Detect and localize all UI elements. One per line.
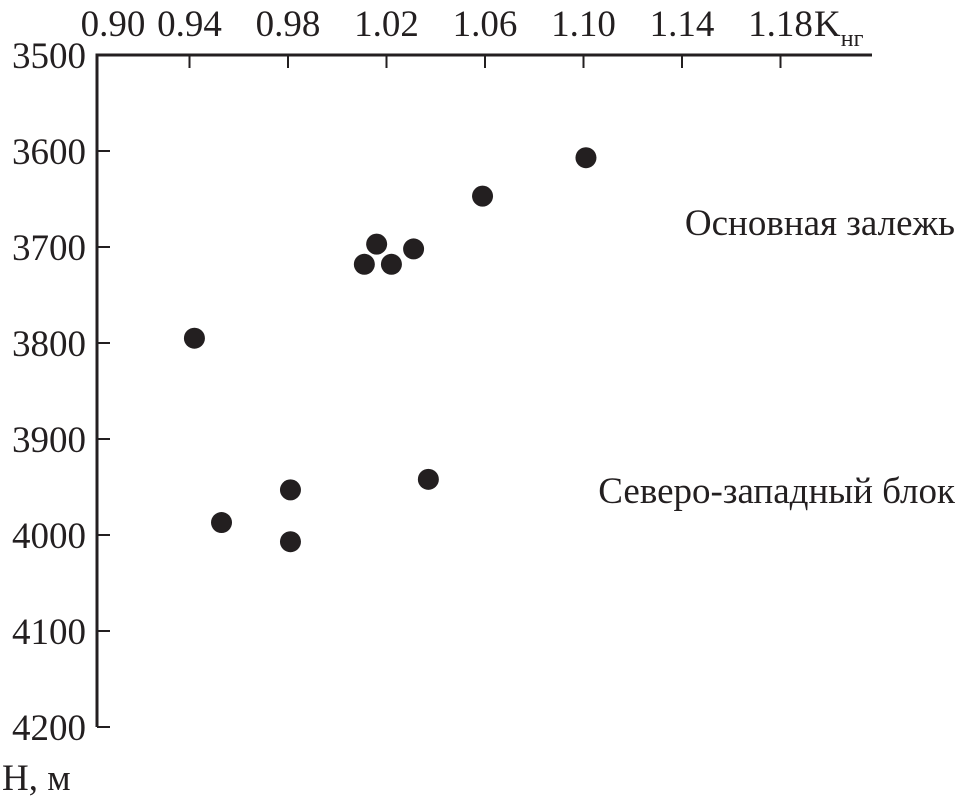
y-tick-label: 3500	[12, 36, 86, 77]
y-tick-label: 4200	[12, 708, 86, 749]
y-tick-label: 3800	[12, 324, 86, 365]
data-point	[417, 468, 439, 490]
x-tick-label: 0.94	[157, 4, 222, 45]
y-tick-label: 4100	[12, 612, 86, 653]
data-point	[211, 512, 233, 534]
data-point	[403, 238, 425, 260]
data-point	[575, 147, 597, 169]
x-tick-label: 0.90	[81, 4, 146, 45]
data-point	[366, 233, 388, 255]
x-tick-label: 1.14	[650, 4, 715, 45]
data-point	[279, 479, 301, 501]
data-point	[353, 253, 375, 275]
x-tick-label: 1.10	[551, 4, 616, 45]
data-point	[380, 253, 402, 275]
y-tick-label: 3700	[12, 228, 86, 269]
y-axis-label: H, м	[2, 758, 71, 799]
data-point	[183, 327, 205, 349]
annotation-northwest-block: Северо-западный блок	[598, 471, 956, 512]
annotation-main-deposit: Основная залежь	[685, 203, 955, 244]
y-tick-label: 3900	[12, 420, 86, 461]
ticks: 0.90 0.94 0.98 1.02 1.06 1.10 1.14 1.18 3500 3600…	[12, 4, 813, 749]
x-tick-label: 0.98	[256, 4, 321, 45]
x-axis-label: Kнг	[814, 4, 864, 52]
x-tick-label: 1.18	[748, 4, 813, 45]
x-axis-label-subscript: нг	[841, 26, 864, 52]
data-point	[472, 185, 494, 207]
axes	[95, 53, 872, 727]
data-point	[279, 531, 301, 553]
x-tick-label: 1.06	[453, 4, 518, 45]
y-tick-label: 4000	[12, 516, 86, 557]
y-tick-label: 3600	[12, 132, 86, 173]
data-points	[183, 147, 597, 553]
x-tick-label: 1.02	[354, 4, 419, 45]
